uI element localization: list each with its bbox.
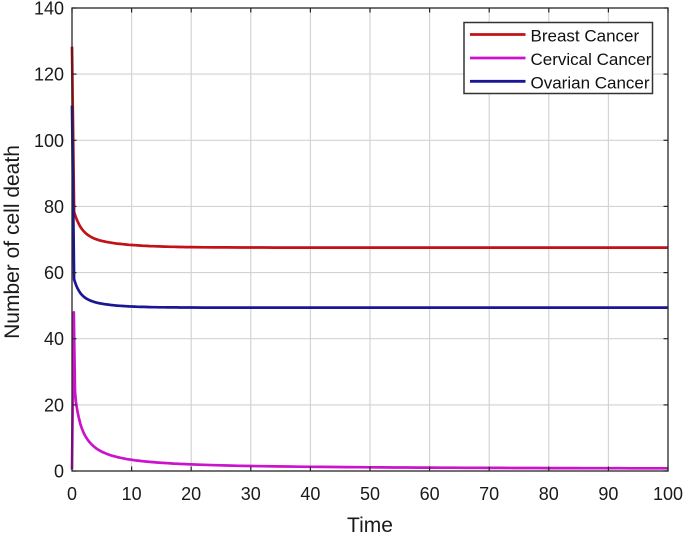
svg-text:Number of cell death: Number of cell death [1, 145, 24, 339]
svg-text:140: 140 [34, 0, 64, 19]
svg-text:70: 70 [479, 484, 499, 504]
svg-text:10: 10 [122, 484, 142, 504]
svg-text:Ovarian Cancer: Ovarian Cancer [531, 73, 650, 92]
svg-text:90: 90 [598, 484, 618, 504]
svg-text:Cervical Cancer: Cervical Cancer [531, 50, 652, 69]
svg-text:80: 80 [539, 484, 559, 504]
svg-text:100: 100 [653, 484, 683, 504]
svg-text:120: 120 [34, 65, 64, 85]
svg-text:60: 60 [44, 263, 64, 283]
svg-text:20: 20 [44, 395, 64, 415]
svg-text:40: 40 [44, 329, 64, 349]
svg-text:Breast Cancer: Breast Cancer [531, 27, 640, 46]
svg-text:20: 20 [181, 484, 201, 504]
svg-text:60: 60 [420, 484, 440, 504]
svg-text:0: 0 [67, 484, 77, 504]
svg-text:80: 80 [44, 197, 64, 217]
svg-text:Time: Time [347, 514, 393, 536]
svg-text:0: 0 [54, 462, 64, 482]
svg-text:30: 30 [241, 484, 261, 504]
svg-text:50: 50 [360, 484, 380, 504]
svg-text:40: 40 [300, 484, 320, 504]
svg-text:100: 100 [34, 131, 64, 151]
